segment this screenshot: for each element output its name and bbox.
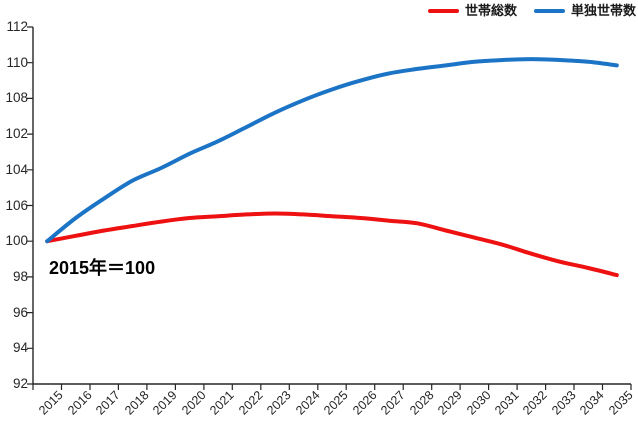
axis-lines: [32, 27, 631, 385]
y-tick-label: 94: [12, 340, 28, 356]
y-tick-marks: [27, 26, 33, 385]
legend-swatch-single-blue-line-icon: [533, 8, 565, 13]
y-tick-label: 92: [12, 376, 28, 391]
series-line-single: [45, 57, 619, 244]
y-tick-label: 106: [5, 197, 28, 213]
y-tick-label: 104: [5, 161, 28, 177]
y-tick-label: 100: [5, 233, 28, 249]
y-tick-label: 110: [6, 54, 28, 70]
y-tick-label: 98: [12, 268, 28, 284]
legend: 世帯総数 単独世帯数: [427, 3, 636, 18]
legend-item-total: 世帯総数: [427, 3, 517, 18]
baseline-annotation: 2015年＝100: [49, 258, 156, 278]
y-tick-label: 102: [5, 126, 28, 142]
legend-swatch-total-red-line-icon: [427, 8, 459, 13]
legend-label-total: 世帯総数: [464, 3, 517, 18]
legend-item-single: 単独世帯数: [533, 3, 636, 18]
y-tick-label: 112: [6, 19, 28, 34]
y-tick-label: 108: [5, 90, 28, 106]
legend-label-single: 単独世帯数: [570, 3, 636, 18]
y-tick-label: 96: [12, 304, 28, 320]
series-line-total: [45, 211, 619, 278]
x-tick-marks: [32, 384, 632, 390]
